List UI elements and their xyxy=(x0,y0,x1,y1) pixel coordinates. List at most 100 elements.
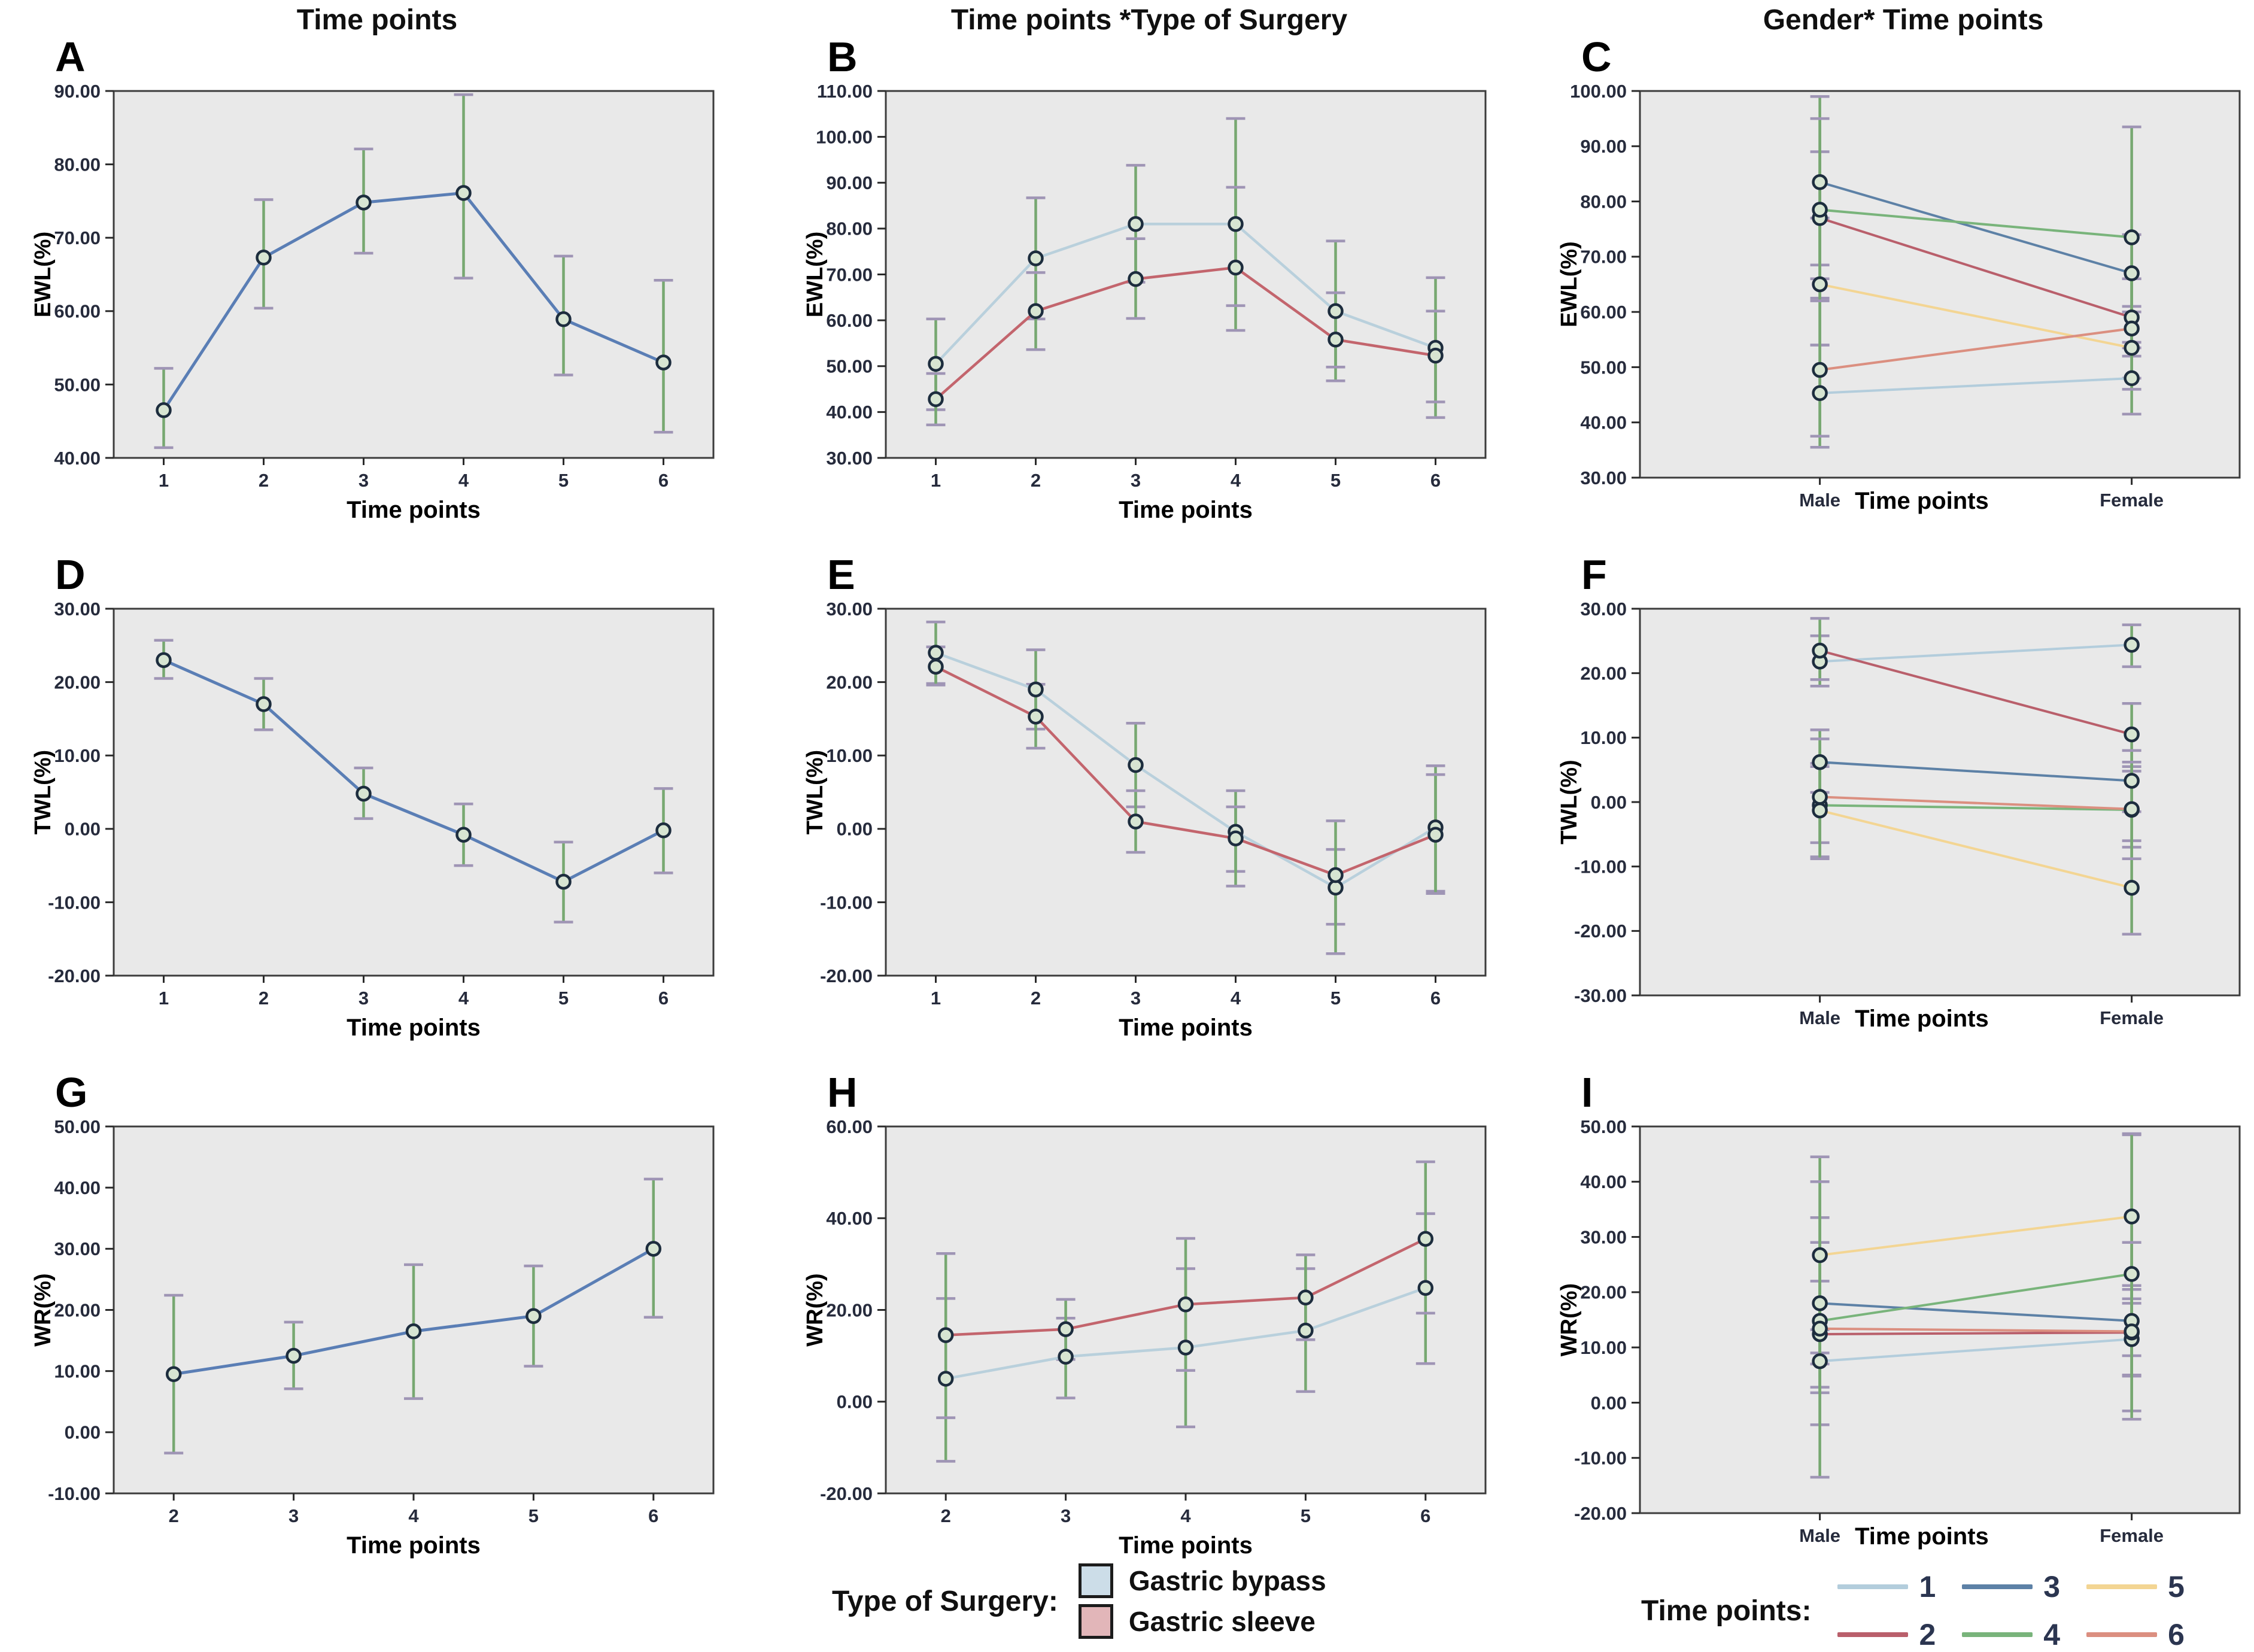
data-point-markers xyxy=(165,1241,662,1383)
svg-text:40.00: 40.00 xyxy=(826,1208,873,1229)
x-axis-label: Time points xyxy=(1855,488,1989,514)
x-axis: Male Female xyxy=(1799,995,2164,1028)
svg-text:-20.00: -20.00 xyxy=(820,965,873,986)
y-axis-label: TWL(%) xyxy=(1557,760,1582,844)
svg-text:20.00: 20.00 xyxy=(54,1299,101,1320)
x-axis-label: Time points xyxy=(1119,1015,1253,1041)
panel-letter-E: E xyxy=(827,551,855,598)
panel-F: F -30.00 -20.00 -10.00 0.00 10.00 20.00 30.00 T… xyxy=(1550,554,2254,1050)
svg-text:20.00: 20.00 xyxy=(1580,663,1627,684)
y-axis: -20.00 -10.00 0.00 10.00 20.00 30.00 xyxy=(48,599,114,986)
svg-text:-20.00: -20.00 xyxy=(1574,921,1627,942)
legend-time-points: Time points: 1 2 3 4 5 6 xyxy=(1641,1569,2185,1652)
series-line-1 xyxy=(1819,643,2132,663)
svg-text:-20.00: -20.00 xyxy=(1574,1503,1627,1524)
tp2-line-swatch xyxy=(1837,1632,1909,1637)
svg-text:-10.00: -10.00 xyxy=(48,892,101,913)
legend-type-of-surgery: Type of Surgery: Gastric bypass Gastric … xyxy=(832,1563,1326,1639)
svg-text:6: 6 xyxy=(1430,470,1441,491)
svg-text:30.00: 30.00 xyxy=(54,599,101,620)
tp1-label: 1 xyxy=(1919,1570,1936,1604)
svg-text:20.00: 20.00 xyxy=(826,1299,873,1320)
svg-text:1: 1 xyxy=(159,988,169,1009)
x-axis-label: Time points xyxy=(347,1532,481,1559)
series-line-2 xyxy=(1819,649,2133,736)
svg-text:5: 5 xyxy=(558,988,569,1009)
svg-text:40.00: 40.00 xyxy=(54,1177,101,1198)
error-bars xyxy=(154,639,673,924)
tp6-line-swatch xyxy=(2086,1632,2158,1637)
svg-text:50.00: 50.00 xyxy=(54,374,101,395)
legend-item-tp4: 4 xyxy=(1962,1617,2060,1652)
legend-timepoints-title: Time points: xyxy=(1641,1595,1812,1627)
panel-letter-B: B xyxy=(827,34,858,80)
panel-B: B 30.00 40.00 50.00 60.00 70.00 80.00 90.00 100… xyxy=(796,36,1502,533)
svg-text:90.00: 90.00 xyxy=(1580,136,1627,157)
x-axis-label: Time points xyxy=(1855,1523,1989,1550)
series-line-4 xyxy=(1819,208,2132,239)
svg-text:30.00: 30.00 xyxy=(54,1238,101,1259)
svg-text:6: 6 xyxy=(648,1505,658,1526)
series-line-2 xyxy=(1819,1331,2132,1335)
svg-text:2: 2 xyxy=(259,470,269,491)
svg-text:0.00: 0.00 xyxy=(65,1422,101,1443)
svg-text:80.00: 80.00 xyxy=(1580,191,1627,212)
svg-text:-10.00: -10.00 xyxy=(820,892,873,913)
svg-text:1: 1 xyxy=(931,988,941,1009)
series-line-6 xyxy=(1819,795,2132,810)
series-line-5 xyxy=(1819,1215,2132,1257)
x-axis: 1 2 3 4 5 6 xyxy=(931,976,1441,1009)
data-point-markers xyxy=(156,185,672,418)
series-line-2 xyxy=(1819,217,2133,319)
series-line-6 xyxy=(1819,1327,2132,1333)
svg-text:2: 2 xyxy=(259,988,269,1009)
series-line-6 xyxy=(1819,327,2132,372)
series-line-3 xyxy=(1819,761,2132,782)
series-line-3 xyxy=(1819,181,2133,275)
chart-A: 40.00 50.00 60.00 70.00 80.00 90.00 EWL(%) 1 2 3 4… xyxy=(24,78,730,533)
chart-I-svg: -20.00 -10.00 0.00 10.00 20.00 30.00 40.00 50.0… xyxy=(1557,1116,2241,1550)
svg-text:0.00: 0.00 xyxy=(65,819,101,840)
tp5-line-swatch xyxy=(2086,1584,2158,1589)
panel-letter-C: C xyxy=(1581,34,1612,80)
svg-text:Female: Female xyxy=(2100,1525,2164,1546)
plot-area xyxy=(885,608,1487,977)
svg-text:5: 5 xyxy=(558,470,569,491)
data-point-markers xyxy=(1812,174,2140,402)
svg-text:-20.00: -20.00 xyxy=(48,965,101,986)
legend-item-gastric-sleeve: Gastric sleeve xyxy=(1078,1604,1326,1639)
svg-text:5: 5 xyxy=(1330,470,1341,491)
chart-F: -30.00 -20.00 -10.00 0.00 10.00 20.00 30.00 TWL… xyxy=(1550,596,2254,1050)
svg-text:40.00: 40.00 xyxy=(54,448,101,469)
chart-D-svg: -20.00 -10.00 0.00 10.00 20.00 30.00 TWL(%) 1 2 3… xyxy=(31,599,715,1041)
tp5-label: 5 xyxy=(2168,1570,2185,1604)
y-axis: -20.00 0.00 20.00 40.00 60.00 xyxy=(820,1116,886,1504)
panel-letter-F: F xyxy=(1581,551,1607,598)
data-point-markers xyxy=(928,645,1444,896)
y-axis: -10.00 0.00 10.00 20.00 30.00 40.00 50.00 xyxy=(48,1116,114,1504)
svg-text:Female: Female xyxy=(2100,490,2164,511)
svg-text:0.00: 0.00 xyxy=(837,1392,873,1413)
plot-area xyxy=(113,608,715,977)
svg-text:5: 5 xyxy=(528,1505,539,1526)
series-line-1 xyxy=(1819,376,2132,394)
svg-text:-10.00: -10.00 xyxy=(48,1483,101,1504)
svg-text:5: 5 xyxy=(1330,988,1341,1009)
tp4-line-swatch xyxy=(1962,1632,2033,1637)
svg-text:Male: Male xyxy=(1799,1007,1840,1028)
svg-text:40.00: 40.00 xyxy=(1580,412,1627,433)
x-axis-label: Time points xyxy=(1119,1532,1253,1559)
svg-text:4: 4 xyxy=(1231,988,1241,1009)
chart-E: -20.00 -10.00 0.00 10.00 20.00 30.00 TWL(%) 1 2 3… xyxy=(796,596,1502,1050)
chart-B: 30.00 40.00 50.00 60.00 70.00 80.00 90.00 100.0… xyxy=(796,78,1502,533)
svg-text:-10.00: -10.00 xyxy=(1574,1448,1627,1469)
chart-A-svg: 40.00 50.00 60.00 70.00 80.00 90.00 EWL(%) 1 2 3 4… xyxy=(31,81,715,523)
chart-I: -20.00 -10.00 0.00 10.00 20.00 30.00 40.00 50.0… xyxy=(1550,1113,2254,1568)
chart-F-svg: -30.00 -20.00 -10.00 0.00 10.00 20.00 30.00 TWL… xyxy=(1557,599,2241,1032)
legend-tp-col-2: 3 4 xyxy=(1962,1569,2060,1652)
chart-H: -20.00 0.00 20.00 40.00 60.00 WR(%) 2 3 4 5 6 Time … xyxy=(796,1113,1502,1568)
legend-surgery-title: Type of Surgery: xyxy=(832,1585,1058,1617)
x-axis: Male Female xyxy=(1799,478,2164,511)
x-axis-label: Time points xyxy=(347,1015,481,1041)
